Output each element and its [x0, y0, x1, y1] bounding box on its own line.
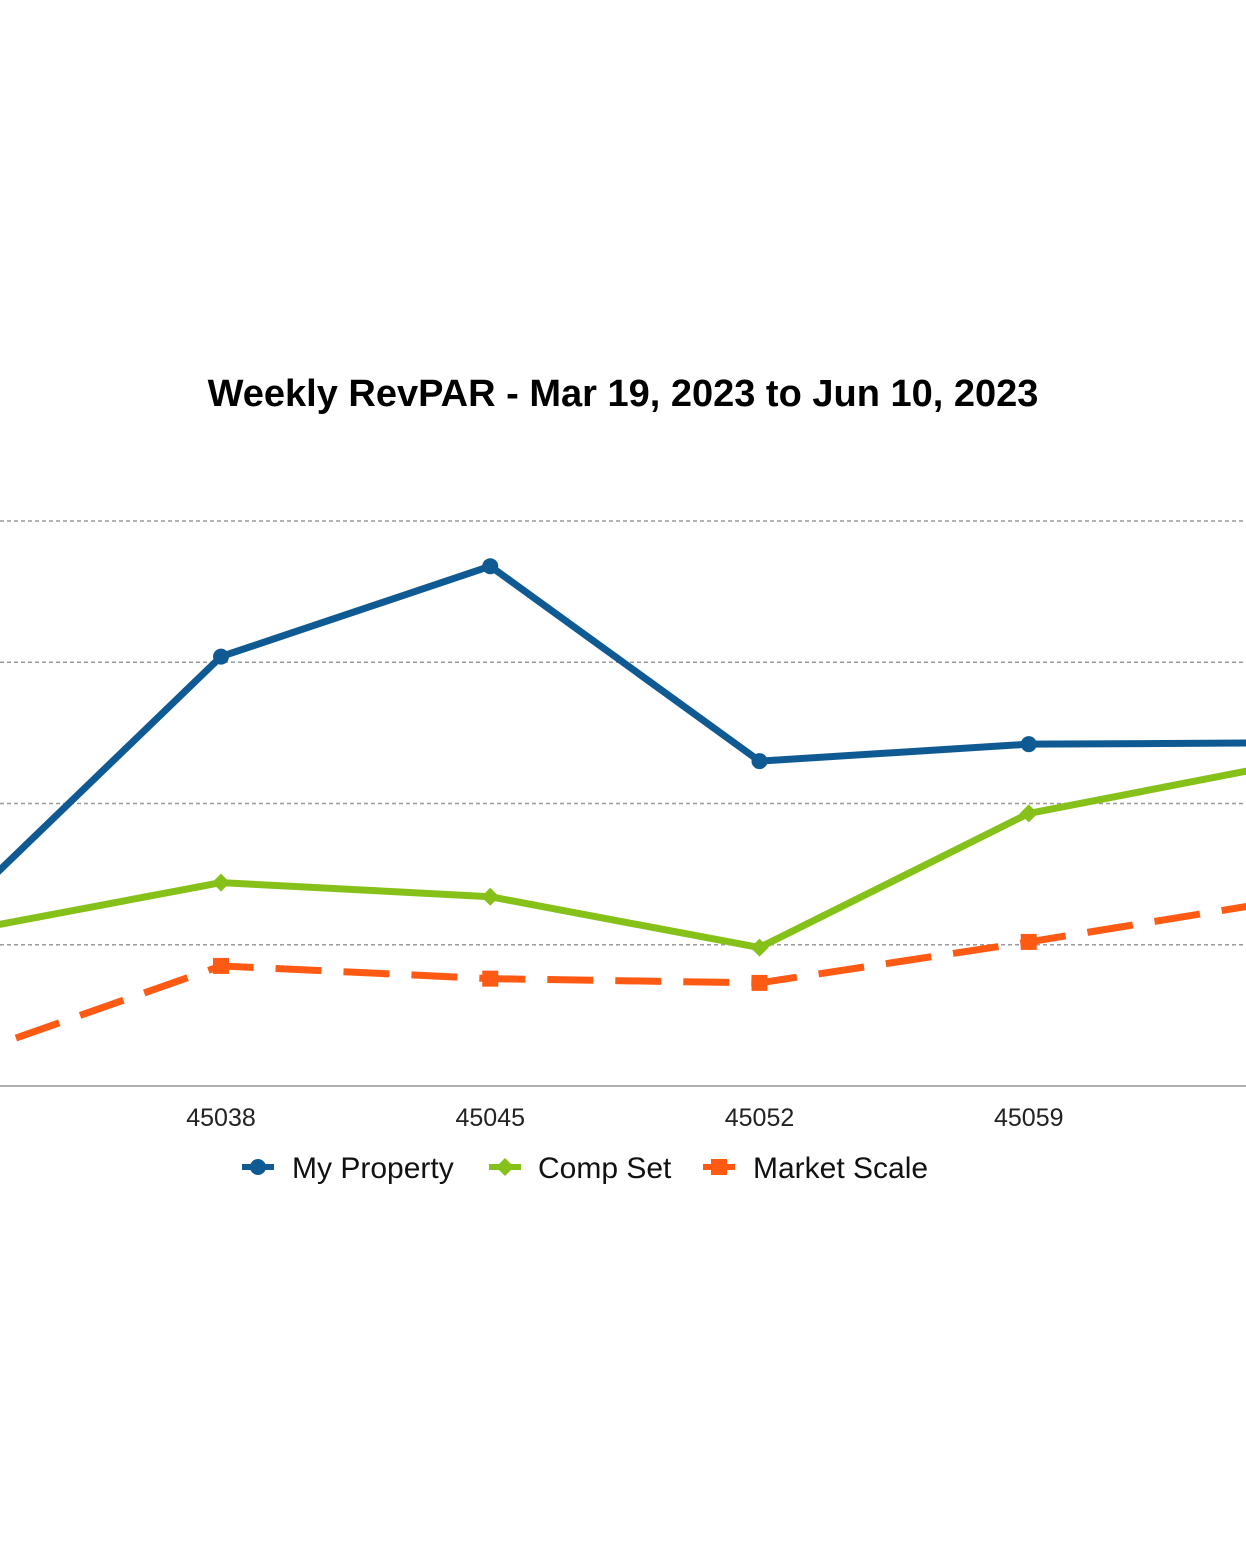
legend-item-market-scale: Market Scale: [703, 1152, 928, 1185]
legend-item-my-property: My Property: [242, 1152, 454, 1185]
chart-title: Weekly RevPAR - Mar 19, 2023 to Jun 10, …: [208, 373, 1039, 415]
legend-label: Comp Set: [538, 1152, 672, 1185]
series-line: [0, 767, 1246, 952]
x-tick-labels: 45038 45045 45052 45059: [186, 1104, 1063, 1132]
x-tick-label: 45038: [186, 1104, 256, 1132]
legend-item-comp-set: Comp Set: [489, 1152, 672, 1185]
data-point: [213, 648, 229, 665]
x-tick-label: 45045: [455, 1104, 525, 1132]
data-point: [750, 938, 769, 957]
series-my-property: [0, 558, 1246, 875]
legend-label: My Property: [292, 1152, 454, 1185]
data-point: [213, 957, 229, 974]
x-tick-label: 45052: [725, 1104, 795, 1132]
data-point: [496, 1158, 514, 1176]
legend-label: Market Scale: [753, 1152, 928, 1185]
legend: My Property Comp Set Market Scale: [242, 1152, 928, 1185]
data-point: [481, 887, 500, 906]
x-tick-label: 45059: [994, 1104, 1064, 1132]
data-point: [711, 1159, 727, 1175]
data-point: [751, 753, 768, 770]
data-point: [250, 1159, 266, 1175]
data-point: [482, 970, 499, 987]
data-point: [1019, 804, 1038, 823]
grid-lines: [0, 520, 1246, 946]
series-line: [0, 903, 1246, 1048]
data-point: [1020, 933, 1037, 950]
data-point: [482, 558, 499, 575]
data-point: [212, 873, 230, 892]
data-point: [1020, 736, 1037, 753]
data-point: [751, 974, 768, 991]
series-market-scale: [0, 903, 1246, 1048]
series-group: [0, 558, 1246, 1048]
series-line: [0, 562, 1246, 875]
series-comp-set: [0, 767, 1246, 957]
